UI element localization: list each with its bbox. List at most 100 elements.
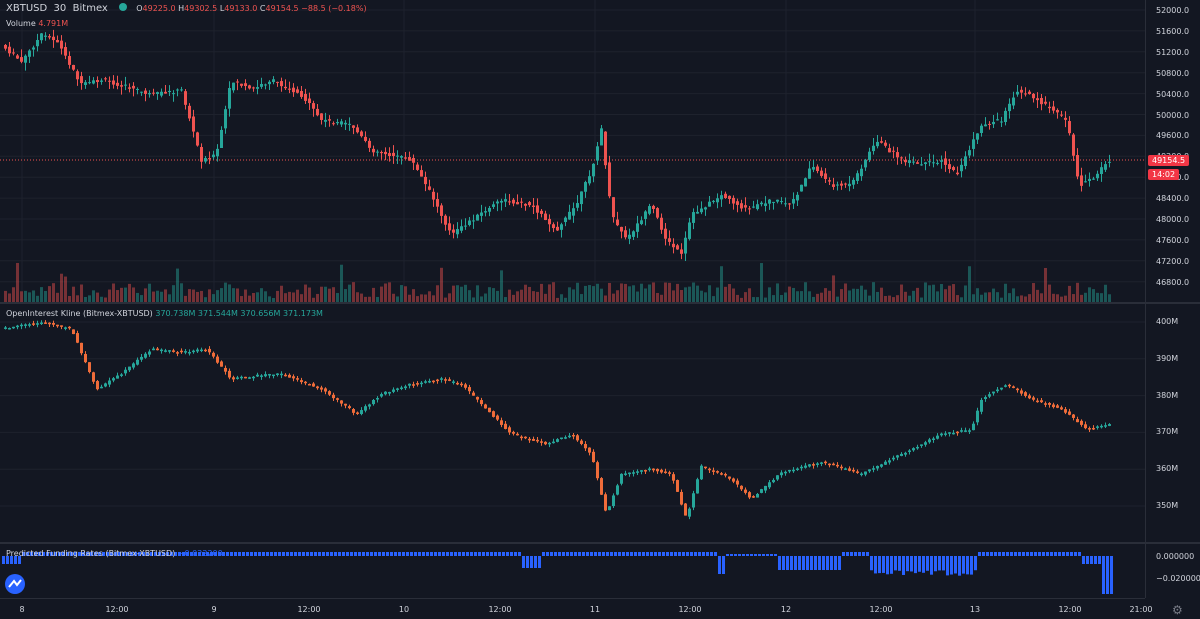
oi-candle (940, 433, 943, 436)
funding-bar (454, 552, 457, 556)
funding-bar (794, 556, 797, 570)
candle (864, 159, 867, 168)
pane-separator[interactable] (0, 302, 1200, 304)
volume-bar (380, 286, 383, 302)
tradingview-logo-icon[interactable] (5, 574, 25, 594)
volume-bar (108, 289, 111, 302)
candle (648, 206, 651, 214)
volume-legend[interactable]: Volume 4.791M (6, 19, 68, 28)
volume-bar (540, 283, 543, 302)
funding-bar (1094, 556, 1097, 564)
oi-candle (576, 435, 579, 441)
candle (764, 203, 767, 206)
volume-bar (732, 288, 735, 302)
oi-candle (564, 437, 567, 439)
oi-candle (480, 400, 483, 405)
candle (68, 56, 71, 65)
volume-bar (452, 285, 455, 302)
candle (448, 223, 451, 231)
axis-label: 370M (1156, 427, 1179, 437)
oi-candle (808, 464, 811, 467)
volume-bar (244, 289, 247, 302)
candle (420, 170, 423, 177)
funding-chart[interactable] (0, 544, 1145, 598)
oi-candle (884, 461, 887, 465)
oi-candle (1012, 386, 1015, 388)
funding-bar (346, 552, 349, 556)
volume-bar (252, 293, 255, 302)
volume-bar (1008, 293, 1011, 302)
oi-legend[interactable]: OpenInterest Kline (Bitmex-XBTUSD) 370.7… (6, 309, 323, 318)
funding-bar (662, 552, 665, 556)
candle (188, 105, 191, 119)
candle (396, 155, 399, 157)
oi-candle (220, 361, 223, 367)
funding-bar (534, 556, 537, 568)
volume-bar (924, 282, 927, 302)
candle (256, 87, 259, 89)
oi-candle (456, 382, 459, 385)
funding-bar (866, 552, 869, 556)
funding-bar (1002, 552, 1005, 556)
volume-bar (360, 293, 363, 302)
oi-candle (228, 370, 231, 378)
volume-bar (372, 287, 375, 302)
volume-bar (612, 293, 615, 302)
volume-bar (1084, 292, 1087, 302)
symbol-name[interactable]: XBTUSD (6, 3, 48, 14)
candle (1020, 89, 1023, 93)
time-label: 10 (398, 605, 410, 614)
candle (24, 55, 27, 63)
volume-bar (624, 283, 627, 302)
funding-bar (362, 552, 365, 556)
price-pane[interactable] (0, 0, 1145, 302)
funding-axis[interactable] (1145, 544, 1200, 598)
oi-axis[interactable] (1145, 304, 1200, 542)
candle (468, 220, 471, 225)
funding-bar (566, 552, 569, 556)
candle (868, 151, 871, 160)
candle (908, 160, 911, 163)
funding-bar (406, 552, 409, 556)
oi-candle (1080, 420, 1083, 425)
candle (892, 150, 895, 152)
volume-bar (696, 285, 699, 302)
funding-bar (370, 552, 373, 556)
oi-candle (136, 359, 139, 365)
oi-candle (1108, 424, 1111, 426)
candle (876, 141, 879, 147)
oi-candle (52, 322, 55, 325)
funding-bar (918, 556, 921, 572)
candle (1108, 161, 1111, 163)
funding-bar (1078, 552, 1081, 556)
funding-bar (838, 556, 841, 570)
pane-separator[interactable] (0, 542, 1200, 544)
volume-bar (896, 295, 899, 302)
oi-candle (724, 473, 727, 476)
candle (776, 199, 779, 202)
oi-candle (484, 404, 487, 409)
volume-bar (960, 297, 963, 302)
funding-pane[interactable] (0, 544, 1145, 598)
price-axis[interactable] (1145, 0, 1200, 302)
funding-legend[interactable]: Predicted Funding Rates (Bitmex-XBTUSD) … (6, 549, 223, 558)
oi-candle (1036, 400, 1039, 403)
candle (708, 201, 711, 207)
oi-candle (992, 391, 995, 394)
volume-bar (568, 287, 571, 302)
gear-icon[interactable]: ⚙ (1172, 603, 1183, 617)
price-chart[interactable] (0, 0, 1145, 302)
funding-bar (810, 556, 813, 570)
volume-bar (72, 286, 75, 302)
time-axis[interactable] (0, 598, 1145, 619)
close-value: 49154.5 (265, 4, 299, 13)
candle (580, 191, 583, 205)
candle (296, 89, 299, 93)
candle (212, 154, 215, 158)
oi-candle (832, 463, 835, 466)
volume-bar (212, 294, 215, 302)
oi-pane[interactable] (0, 304, 1145, 542)
oi-candle (684, 503, 687, 516)
oi-chart[interactable] (0, 304, 1145, 542)
oi-candle (56, 324, 59, 327)
